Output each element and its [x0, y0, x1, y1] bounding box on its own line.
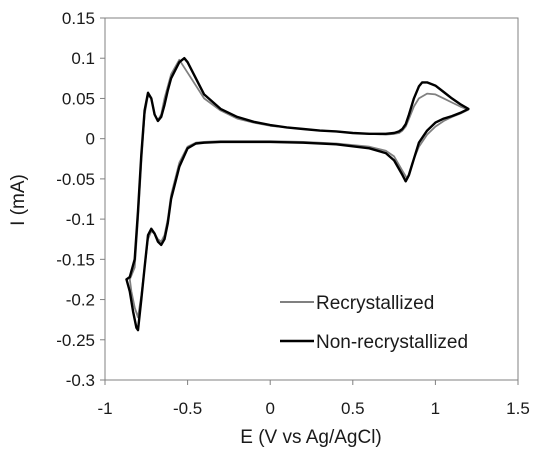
x-tick-label: 0.5	[341, 399, 365, 418]
y-tick-label: 0.1	[71, 49, 95, 68]
y-axis-title: I (mA)	[8, 174, 29, 226]
x-axis-title: E (V vs Ag/AgCl)	[240, 427, 382, 448]
series-layer	[125, 57, 470, 332]
x-tick-label: 1.5	[506, 399, 530, 418]
plot-frame	[104, 17, 519, 381]
plot-border	[104, 17, 519, 381]
x-tick-label: 0	[265, 399, 274, 418]
legend: Recrystallized Non-recrystallized	[280, 293, 468, 353]
y-tick-label: 0.15	[62, 9, 95, 28]
y-tick-label: -0.25	[56, 331, 95, 350]
series-line-recrystallized	[128, 58, 470, 319]
y-tick-label: -0.2	[66, 291, 95, 310]
x-axis: -1 -0.5 0 0.5 1 1.5	[97, 380, 530, 418]
y-tick-label: -0.05	[56, 170, 95, 189]
legend-label-recrystallized: Recrystallized	[316, 293, 434, 314]
x-tick-label: -0.5	[173, 399, 202, 418]
legend-label-non-recrystallized: Non-recrystallized	[316, 332, 468, 353]
y-tick-label: 0	[86, 130, 95, 149]
y-tick-label: -0.1	[66, 210, 95, 229]
series-line-non-recrystallized	[125, 57, 470, 332]
y-tick-label: 0.05	[62, 89, 95, 108]
x-tick-label: 1	[431, 399, 440, 418]
y-tick-label: -0.3	[66, 371, 95, 390]
x-tick-label: -1	[97, 399, 112, 418]
y-axis: 0.15 0.1 0.05 0 -0.05 -0.1 -0.15 -0.2 -0.25 -0.3	[56, 9, 105, 390]
y-tick-label: -0.15	[56, 250, 95, 269]
